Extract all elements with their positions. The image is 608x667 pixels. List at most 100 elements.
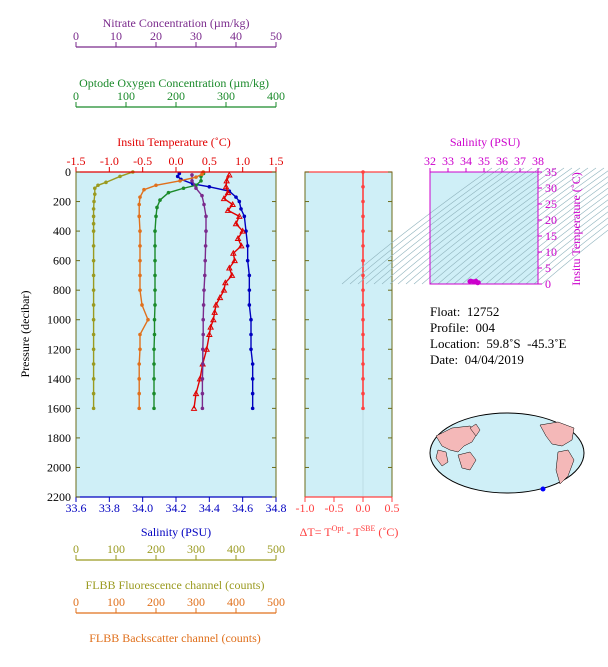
temperature-point [225,264,233,271]
fluorescence-point [91,273,96,278]
fluorescence-point [104,180,108,185]
info-profile: Profile: 004 [430,320,495,335]
salinity-point [245,258,250,263]
backscatter-axis-tick-label: 100 [107,595,125,609]
oxygen-point [152,391,156,396]
backscatter-point [178,179,182,183]
nitrate-point [201,347,205,352]
ts-salinity-tick-label: 34 [460,154,472,168]
backscatter-point [137,406,141,411]
ts-density-contour [341,167,493,285]
ts-density-contour [517,211,608,285]
nitrate-axis-tick-label: 30 [190,29,202,43]
backscatter-point [140,303,144,307]
salinity-axis-tick-label: 34.8 [266,501,287,515]
map-land-australia [457,451,477,471]
oxygen-axis-tick-label: 100 [117,89,135,103]
nitrate-axis-tick-label: 40 [230,29,242,43]
oxygen-axis-title: Optode Oxygen Concentration (µm/kg) [79,76,269,90]
nitrate-axis-title: Nitrate Concentration (µm/kg) [103,16,250,30]
temperature-point [222,183,230,190]
delta-t-point [361,273,365,278]
fluorescence-point [91,258,96,263]
fluorescence-point [91,303,96,307]
delta-t-plot-background [305,172,392,497]
temperature-axis-tick-label: -1.5 [67,154,86,168]
map-land-north-america [539,421,575,447]
salinity-point [247,303,252,307]
temperature-point [211,308,219,315]
nitrate-point [202,202,206,207]
backscatter-profile-line [138,171,204,409]
salinity-axis-tick-label: 34.4 [199,501,220,515]
nitrate-axis-tick-label: 0 [73,29,79,43]
ts-temperature-tick-label: 10 [545,245,557,259]
delta-t-title-sup-sbe: SBE [361,524,376,533]
ts-plot-content [341,167,608,286]
backscatter-point [138,258,142,263]
fluorescence-axis-tick-label: 200 [147,542,165,556]
delta-t-title-sup-opt: Opt [332,524,345,533]
oxygen-point [153,303,157,307]
ts-density-contour [349,167,501,285]
delta-t-point [361,199,365,204]
fluorescence-axis-title: FLBB Fluorescence channel (counts) [86,578,265,592]
delta-t-tick-label: -1.0 [296,501,315,515]
delta-t-point [361,258,365,263]
nitrate-point [201,332,205,337]
delta-t-point [361,347,365,352]
nitrate-point [201,362,205,366]
temperature-point [225,171,233,178]
salinity-point [207,184,212,189]
backscatter-point [137,202,141,207]
ts-density-contour [509,205,608,285]
axes-group: 0 10 20 30 40 500 100 200 300 400-1.5 -1.0 -0.5 0.0 0… [47,29,557,614]
pressure-tick-label: 1000 [47,313,71,327]
oxygen-point [166,190,171,195]
ts-density-contour [373,167,525,285]
ts-density-contour [533,223,608,285]
backscatter-point [137,391,141,396]
temperature-point [235,212,243,219]
temperature-axis-title: Insitu Temperature (˚C) [117,135,231,149]
temperature-axis-tick-label: 0.5 [202,154,217,168]
temperature-axis-tick-label: 1.0 [235,154,250,168]
backscatter-point [138,347,142,352]
oxygen-point [153,258,157,263]
ts-density-contour [485,187,608,285]
salinity-point [242,214,247,219]
delta-t-point [361,391,365,396]
nitrate-point [200,377,205,381]
oxygen-point [152,332,157,337]
ts-density-contour [541,229,608,285]
delta-t-tick-label: -0.5 [325,501,344,515]
fluorescence-axis-tick-label: 0 [73,542,79,556]
backscatter-point [138,229,142,233]
salinity-point [250,377,255,381]
oxygen-point [153,229,157,233]
temperature-point [228,271,236,278]
fluorescence-point [91,377,96,381]
temperature-axis-tick-label: -0.5 [133,154,152,168]
ts-density-contour [405,167,557,285]
temperature-point [205,330,213,337]
backscatter-axis-tick-label: 500 [267,595,285,609]
temperature-point [220,286,228,293]
oxygen-axis-tick-label: 300 [217,89,235,103]
fluorescence-point [91,221,96,226]
backscatter-point [137,362,141,366]
nitrate-point [202,288,206,292]
salinity-point [247,273,252,278]
delta-t-point [361,288,365,292]
delta-t-point [361,317,365,322]
ts-temperature-tick-label: 30 [545,181,557,195]
temperature-axis-tick-label: 0.0 [169,154,184,168]
salinity-axis-tick-label: 33.6 [66,501,87,515]
backscatter-point [200,172,204,177]
temperature-point [229,249,237,256]
temperature-axis-tick-label: -1.0 [100,154,119,168]
salinity-axis-tick-label: 34.6 [232,501,253,515]
ts-salinity-tick-label: 37 [514,154,526,168]
fluorescence-point [91,406,96,411]
salinity-point [237,199,242,204]
